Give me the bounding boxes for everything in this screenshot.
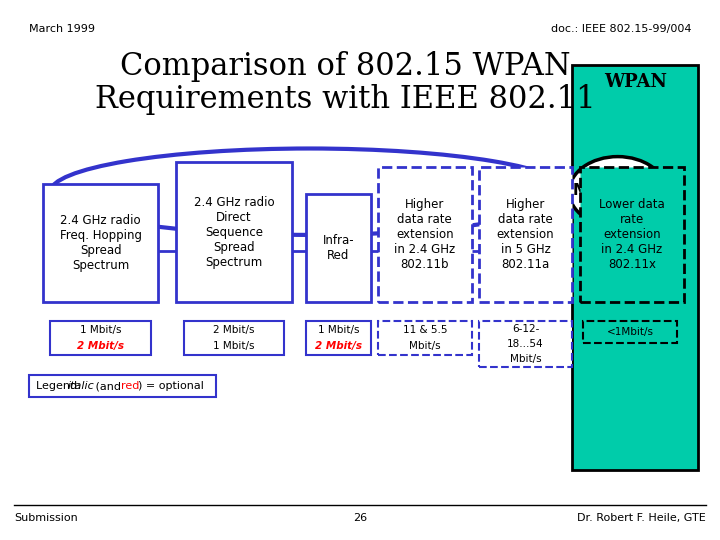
Text: March 1999: March 1999 [29, 24, 95, 35]
Text: Higher
data rate
extension
in 2.4 GHz
802.11b: Higher data rate extension in 2.4 GHz 80… [394, 198, 456, 272]
Text: 2.4 GHz radio
Freq. Hopping
Spread
Spectrum: 2.4 GHz radio Freq. Hopping Spread Spect… [60, 214, 142, 272]
FancyBboxPatch shape [378, 321, 472, 355]
Text: doc.: IEEE 802.15-99/004: doc.: IEEE 802.15-99/004 [551, 24, 691, 35]
Text: Requirements with IEEE 802.11: Requirements with IEEE 802.11 [95, 84, 596, 114]
Text: MAC: MAC [572, 183, 611, 198]
FancyBboxPatch shape [306, 321, 371, 355]
FancyBboxPatch shape [479, 167, 572, 302]
Text: 18...54: 18...54 [508, 339, 544, 349]
Text: Submission: Submission [14, 514, 78, 523]
Ellipse shape [569, 157, 667, 227]
Text: (and: (and [92, 381, 125, 391]
Text: ) = optional: ) = optional [138, 381, 204, 391]
Text: 6-12-: 6-12- [512, 324, 539, 334]
Text: WPAN: WPAN [604, 73, 667, 91]
Text: 2 Mbit/s: 2 Mbit/s [213, 325, 255, 335]
FancyBboxPatch shape [378, 167, 472, 302]
Text: 1 Mbit/s: 1 Mbit/s [318, 325, 359, 335]
FancyBboxPatch shape [479, 321, 572, 367]
Text: Higher
data rate
extension
in 5 GHz
802.11a: Higher data rate extension in 5 GHz 802.… [497, 198, 554, 272]
FancyBboxPatch shape [306, 194, 371, 302]
FancyBboxPatch shape [43, 184, 158, 302]
FancyBboxPatch shape [29, 375, 216, 397]
Text: 1 Mbit/s: 1 Mbit/s [80, 325, 122, 335]
Text: 1 Mbit/s: 1 Mbit/s [213, 341, 255, 352]
Text: Legend:: Legend: [36, 381, 84, 391]
Text: Dr. Robert F. Heile, GTE: Dr. Robert F. Heile, GTE [577, 514, 706, 523]
Text: <1Mbit/s: <1Mbit/s [606, 327, 654, 337]
Text: Mbit/s: Mbit/s [510, 354, 541, 364]
Text: red: red [121, 381, 140, 391]
Text: Mbit/s: Mbit/s [409, 341, 441, 352]
Text: 11 & 5.5: 11 & 5.5 [402, 325, 447, 335]
FancyBboxPatch shape [50, 321, 151, 355]
Text: Comparison of 802.15 WPAN: Comparison of 802.15 WPAN [120, 51, 571, 82]
Text: italic: italic [68, 381, 94, 391]
Text: 26: 26 [353, 514, 367, 523]
Text: MAC: MAC [230, 180, 281, 200]
FancyBboxPatch shape [583, 321, 677, 343]
Text: 2 Mbit/s: 2 Mbit/s [315, 341, 362, 352]
Text: Lower data
rate
extension
in 2.4 GHz
802.11x: Lower data rate extension in 2.4 GHz 802… [599, 198, 665, 272]
Text: Lite: Lite [619, 183, 647, 198]
FancyBboxPatch shape [176, 162, 292, 302]
FancyBboxPatch shape [572, 65, 698, 470]
Text: Infra-
Red: Infra- Red [323, 234, 354, 262]
FancyBboxPatch shape [184, 321, 284, 355]
Text: 2.4 GHz radio
Direct
Sequence
Spread
Spectrum: 2.4 GHz radio Direct Sequence Spread Spe… [194, 195, 274, 269]
FancyBboxPatch shape [580, 167, 684, 302]
Text: 2 Mbit/s: 2 Mbit/s [77, 341, 125, 352]
